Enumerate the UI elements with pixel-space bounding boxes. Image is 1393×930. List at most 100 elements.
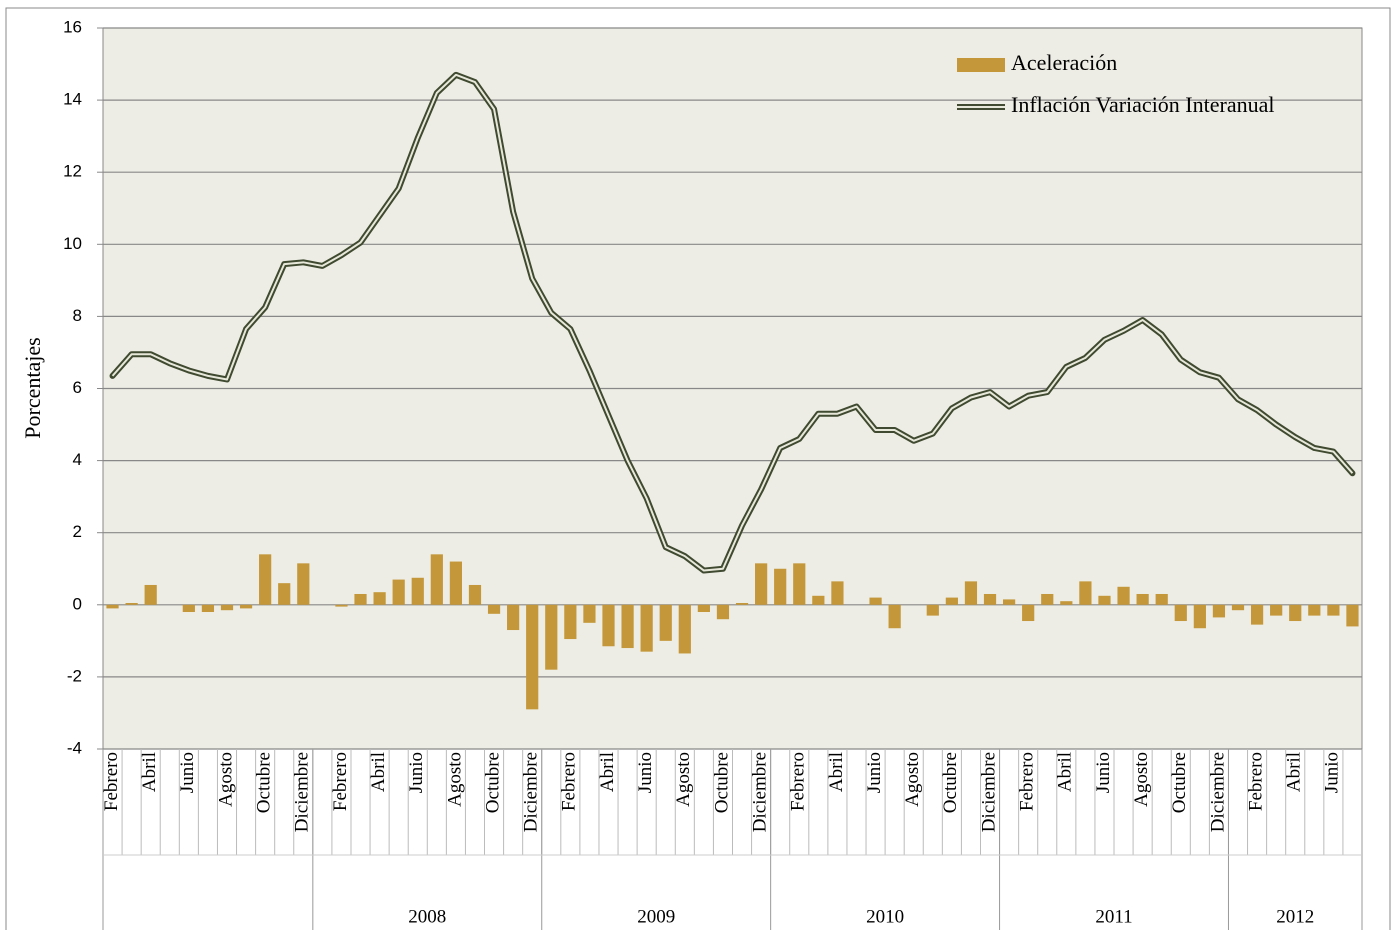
bar bbox=[1231, 604, 1245, 611]
bar bbox=[621, 604, 634, 649]
bar bbox=[1041, 593, 1054, 605]
bar bbox=[1250, 604, 1264, 625]
x-tick-label: Febrero bbox=[101, 752, 122, 811]
x-tick-label: Febrero bbox=[788, 752, 809, 811]
legend-label: Inflación Variación Interanual bbox=[1011, 92, 1274, 117]
x-tick-label: Febrero bbox=[559, 752, 580, 811]
x-tick-label: Agosto bbox=[902, 752, 923, 807]
bar bbox=[583, 604, 596, 623]
bar bbox=[430, 554, 443, 605]
bar bbox=[1136, 593, 1149, 605]
x-tick-label: Octubre bbox=[1169, 752, 1190, 813]
bar bbox=[1060, 601, 1073, 605]
bar bbox=[564, 604, 577, 640]
x-tick-label: Octubre bbox=[711, 752, 732, 813]
bar bbox=[1346, 604, 1359, 627]
bar bbox=[468, 584, 482, 605]
bar bbox=[964, 581, 978, 605]
x-tick-label: Agosto bbox=[444, 752, 465, 807]
x-tick-label: Febrero bbox=[1245, 752, 1266, 811]
year-label: 2008 bbox=[408, 906, 446, 927]
bar bbox=[1174, 604, 1187, 622]
bar bbox=[373, 592, 386, 605]
x-tick-label: Diciembre bbox=[292, 752, 313, 832]
bar bbox=[297, 563, 310, 605]
bar bbox=[239, 604, 253, 609]
x-tick-label: Agosto bbox=[673, 752, 694, 807]
y-tick-label: 8 bbox=[73, 306, 82, 325]
x-tick-label: Abril bbox=[1055, 752, 1076, 792]
bar bbox=[1270, 604, 1283, 616]
year-label: 2009 bbox=[637, 906, 675, 927]
bar bbox=[1212, 604, 1226, 618]
bar bbox=[831, 581, 844, 605]
bar bbox=[335, 604, 348, 607]
bar bbox=[755, 563, 768, 605]
bar bbox=[1022, 604, 1035, 622]
y-tick-label: 10 bbox=[63, 234, 82, 253]
x-tick-label: Febrero bbox=[330, 752, 351, 811]
y-tick-label: 16 bbox=[63, 17, 82, 36]
x-tick-label: Abril bbox=[1284, 752, 1305, 792]
x-tick-label: Junio bbox=[864, 752, 885, 793]
bar bbox=[888, 604, 901, 629]
x-tick-label: Agosto bbox=[215, 752, 236, 807]
x-tick-label: Octubre bbox=[482, 752, 503, 813]
bar bbox=[1327, 604, 1340, 616]
legend-swatch bbox=[957, 58, 1005, 72]
bar bbox=[220, 604, 234, 611]
bar bbox=[774, 568, 787, 605]
bar bbox=[182, 604, 195, 613]
bar bbox=[735, 602, 749, 605]
x-tick-label: Abril bbox=[368, 752, 389, 792]
y-tick-label: 14 bbox=[63, 90, 82, 109]
bar bbox=[278, 583, 291, 605]
x-tick-label: Junio bbox=[635, 752, 656, 793]
bar bbox=[125, 602, 138, 605]
bar bbox=[507, 604, 520, 631]
bar bbox=[869, 597, 882, 605]
x-tick-label: Abril bbox=[597, 752, 618, 792]
bar bbox=[392, 579, 405, 605]
bar bbox=[945, 597, 958, 605]
x-tick-label: Diciembre bbox=[521, 752, 542, 832]
x-tick-label: Diciembre bbox=[749, 752, 770, 832]
bar bbox=[106, 604, 119, 609]
bar bbox=[201, 604, 215, 613]
bar bbox=[659, 604, 672, 641]
bar bbox=[449, 561, 463, 605]
bar bbox=[259, 554, 272, 605]
x-tick-label: Diciembre bbox=[1207, 752, 1228, 832]
bar bbox=[640, 604, 653, 652]
year-label: 2010 bbox=[866, 906, 904, 927]
bar bbox=[793, 563, 806, 605]
y-tick-label: 4 bbox=[73, 450, 82, 469]
bar bbox=[1079, 581, 1092, 605]
y-tick-label: 12 bbox=[63, 162, 82, 181]
bar bbox=[144, 584, 157, 605]
line-inner bbox=[111, 73, 1354, 572]
y-axis-label: Porcentajes bbox=[20, 337, 45, 438]
bar bbox=[526, 604, 539, 710]
x-tick-label: Abril bbox=[139, 752, 160, 792]
bar bbox=[411, 577, 424, 605]
year-label: 2011 bbox=[1095, 906, 1132, 927]
bar bbox=[487, 604, 501, 614]
bar bbox=[602, 604, 615, 647]
year-label: 2012 bbox=[1276, 906, 1314, 927]
y-tick-label: -2 bbox=[67, 666, 82, 685]
y-tick-label: 0 bbox=[73, 594, 82, 613]
bar bbox=[1117, 586, 1130, 605]
bar bbox=[983, 593, 997, 605]
bar bbox=[1193, 604, 1206, 629]
bar bbox=[1002, 599, 1016, 605]
x-tick-label: Abril bbox=[826, 752, 847, 792]
bar bbox=[1155, 593, 1168, 605]
x-tick-label: Junio bbox=[406, 752, 427, 793]
bar bbox=[697, 604, 710, 613]
x-tick-label: Febrero bbox=[1017, 752, 1038, 811]
bar bbox=[1289, 604, 1302, 622]
bar bbox=[1098, 595, 1111, 605]
bar bbox=[1308, 604, 1321, 616]
x-tick-label: Agosto bbox=[1131, 752, 1152, 807]
